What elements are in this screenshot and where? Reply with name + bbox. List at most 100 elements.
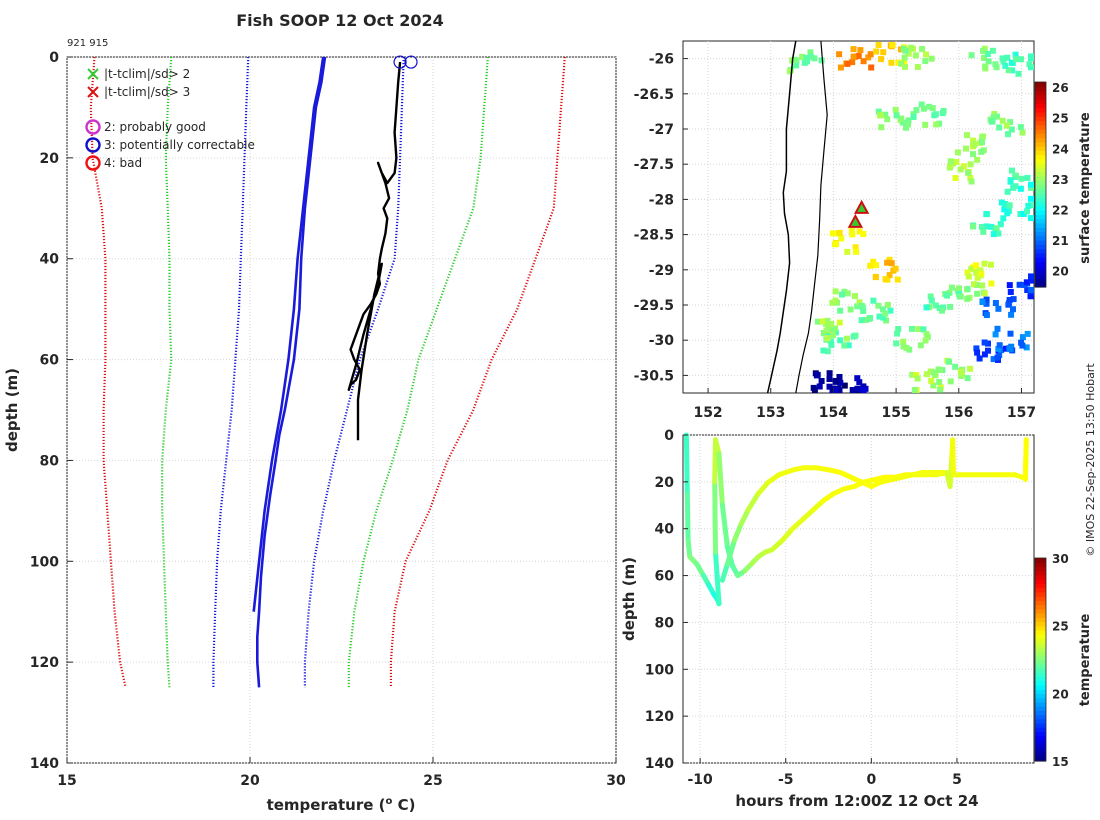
map-sst-cell bbox=[956, 293, 963, 300]
map-sst-cell bbox=[1005, 131, 1011, 138]
track-colorbar-segment bbox=[1035, 642, 1046, 648]
map-sst-cell bbox=[1028, 286, 1034, 293]
map-sst-cell bbox=[956, 285, 962, 292]
track-segment bbox=[745, 491, 761, 513]
map-colorbar-segment bbox=[1035, 248, 1046, 254]
map-sst-cell bbox=[1026, 61, 1033, 68]
track-colorbar-tick-label: 15 bbox=[1052, 755, 1069, 769]
legend-x-marker bbox=[87, 68, 99, 80]
map-sst-cell bbox=[887, 307, 894, 314]
map-colorbar-segment bbox=[1035, 214, 1046, 220]
map-sst-cell bbox=[882, 310, 889, 317]
map-sst-cell bbox=[914, 375, 921, 382]
map-sst-cell bbox=[997, 221, 1004, 228]
map-xtick-label: 153 bbox=[756, 405, 785, 421]
map-ytick-label: -29.5 bbox=[634, 298, 674, 314]
map-sst-cell bbox=[829, 299, 836, 306]
track-colorbar-segment bbox=[1035, 574, 1046, 580]
map-sst-cell bbox=[837, 379, 844, 386]
track-colorbar-segment bbox=[1035, 570, 1046, 576]
map-colorbar-segment bbox=[1035, 175, 1046, 181]
map-sst-cell bbox=[983, 211, 990, 217]
map-sst-cell bbox=[1003, 122, 1010, 129]
map-sst-cell bbox=[850, 53, 857, 60]
track-colorbar-segment bbox=[1035, 752, 1046, 758]
track-colorbar-segment bbox=[1035, 638, 1046, 644]
map-sst-cell bbox=[875, 108, 882, 115]
map-sst-cell bbox=[849, 387, 856, 393]
map-sst-cell bbox=[965, 169, 972, 176]
profile-line-observed-profile bbox=[347, 61, 402, 441]
map-sst-cell bbox=[1018, 175, 1025, 182]
track-colorbar-segment bbox=[1035, 693, 1046, 699]
map-sst-cell bbox=[940, 108, 947, 114]
map-sst-cell bbox=[852, 293, 858, 299]
map-sst-cell bbox=[1025, 202, 1032, 209]
map-sst-cell bbox=[900, 338, 907, 345]
map-sst-cell bbox=[856, 379, 863, 386]
map-sst-cell bbox=[912, 52, 919, 59]
map-sst-cell bbox=[832, 378, 839, 384]
map-sst-cell bbox=[873, 48, 880, 55]
map-sst-cell bbox=[886, 272, 893, 279]
track-xtick-label: 0 bbox=[866, 772, 876, 788]
map-sst-cell bbox=[799, 53, 806, 60]
track-segment bbox=[719, 502, 730, 550]
track-ytick-label: 140 bbox=[645, 756, 674, 772]
map-sst-cell bbox=[824, 335, 831, 342]
map-sst-cell bbox=[841, 342, 848, 349]
map-colorbar-segment bbox=[1035, 269, 1046, 275]
track-colorbar-segment bbox=[1035, 587, 1046, 593]
profile-ytick-label: 80 bbox=[40, 453, 60, 469]
map-sst-cell bbox=[903, 124, 909, 131]
map-xtick-label: 154 bbox=[819, 405, 848, 421]
map-sst-cell bbox=[973, 262, 979, 269]
map-sst-cell bbox=[791, 56, 798, 63]
track-colorbar-segment bbox=[1035, 558, 1046, 563]
map-sst-cell bbox=[911, 387, 918, 393]
track-segment bbox=[950, 437, 956, 478]
map-coastline bbox=[766, 40, 828, 394]
map-sst-cell bbox=[947, 162, 954, 169]
map-sst-cell bbox=[1015, 70, 1022, 77]
map-sst-cell bbox=[888, 260, 895, 267]
track-colorbar-segment bbox=[1035, 655, 1046, 661]
map-sst-cell bbox=[979, 299, 986, 305]
map-sst-cell bbox=[920, 105, 927, 112]
map-sst-cell bbox=[923, 51, 929, 58]
map-sst-cell bbox=[970, 223, 977, 230]
map-sst-cell bbox=[981, 260, 988, 267]
map-sst-cell bbox=[832, 297, 839, 304]
map-sst-cell bbox=[922, 121, 929, 128]
map-sst-cell bbox=[877, 112, 884, 119]
map-sst-cell bbox=[870, 297, 877, 304]
map-sst-cell bbox=[1004, 210, 1011, 217]
map-colorbar-segment bbox=[1035, 90, 1046, 96]
track-colorbar-segment bbox=[1035, 612, 1046, 618]
legend-circle-marker bbox=[85, 137, 101, 153]
map-colorbar-segment bbox=[1035, 235, 1046, 241]
watermark: © IMOS 22-Sep-2025 13:50 Hobart bbox=[1084, 363, 1097, 557]
map-sst-cell bbox=[1018, 339, 1025, 346]
map-sst-cell bbox=[985, 347, 991, 354]
map-sst-cell bbox=[990, 356, 997, 363]
map-sst-cell bbox=[929, 105, 936, 112]
map-sst-cell bbox=[824, 348, 831, 355]
profile-panel: Fish SOOP 12 Oct 2024 921 915 15 20 25 30 0 2… bbox=[3, 11, 626, 814]
track-colorbar-segment bbox=[1035, 722, 1046, 728]
map-colorbar-segment bbox=[1035, 231, 1046, 237]
map-sst-cell bbox=[1024, 287, 1031, 293]
map-colorbar-segment bbox=[1035, 82, 1046, 87]
map-sst-cell bbox=[970, 137, 977, 144]
map-sst-cell bbox=[940, 304, 947, 311]
profile-flag-marker bbox=[393, 55, 407, 69]
map-sst-cell bbox=[1007, 119, 1014, 126]
map-sst-cell bbox=[996, 342, 1003, 349]
map-sst-cell bbox=[893, 112, 900, 119]
map-sst-cell bbox=[990, 114, 997, 121]
map-sst-cell bbox=[1028, 181, 1034, 188]
map-colorbar-tick-label: 25 bbox=[1052, 112, 1069, 126]
map-sst-cell bbox=[939, 307, 945, 314]
track-colorbar-segment bbox=[1035, 667, 1046, 673]
